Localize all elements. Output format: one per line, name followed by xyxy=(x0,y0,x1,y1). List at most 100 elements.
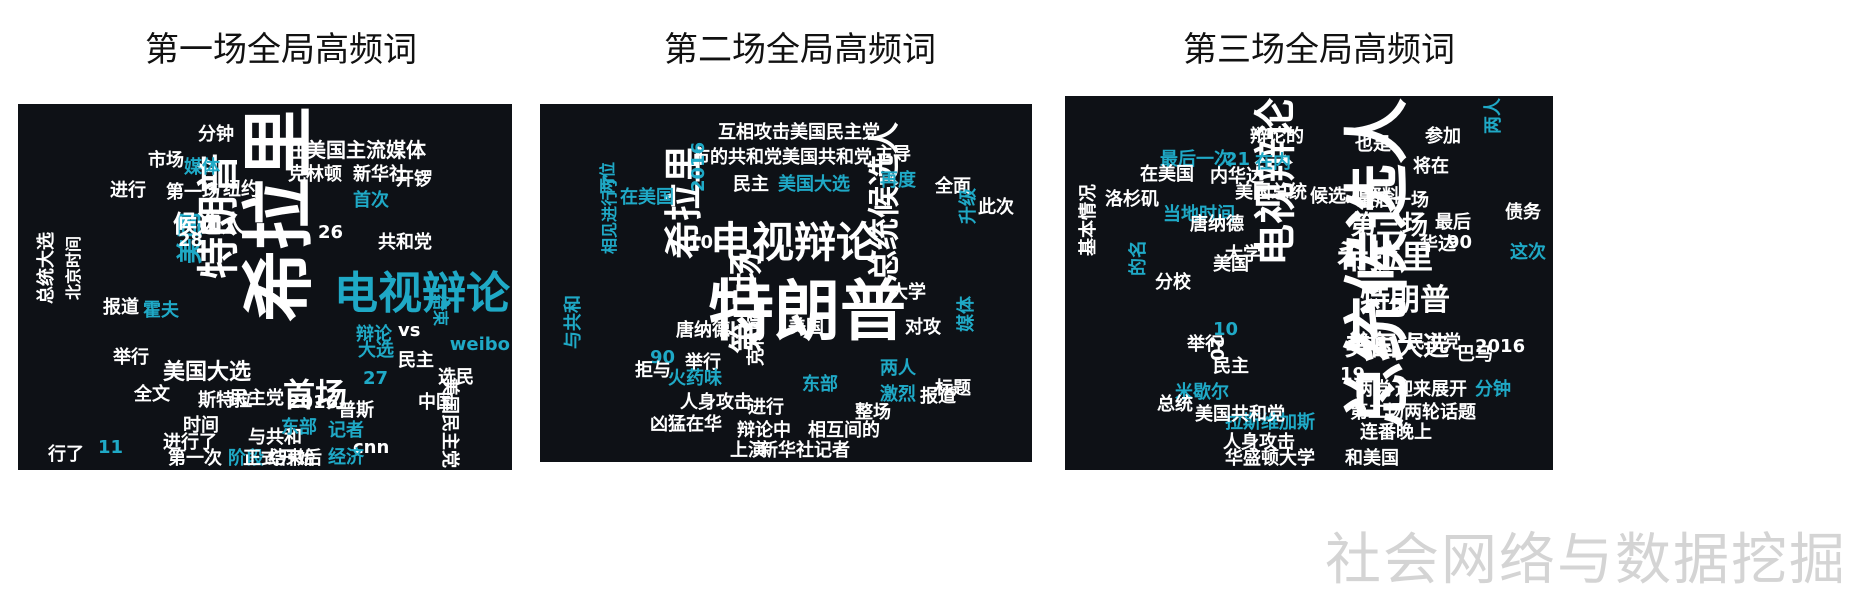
cloud-word: 首次 xyxy=(353,190,389,211)
cloud-word: 两人 xyxy=(1483,98,1504,134)
cloud-word: 市的共和党美国共和党 xyxy=(692,147,872,168)
cloud-word: 东部 xyxy=(802,374,838,395)
cloud-word: 2016 xyxy=(1475,336,1526,357)
cloud-word: 举行 xyxy=(685,352,721,373)
cloud-word: 电视辩论 xyxy=(710,218,879,267)
cloud-word: 2016 xyxy=(288,392,339,413)
cloud-word: 在美国 xyxy=(620,187,674,208)
cloud-word: 美国 xyxy=(1213,254,1249,275)
cloud-word: 全面 xyxy=(935,176,971,197)
cloud-word: 整场 xyxy=(855,402,891,423)
cloud-word: 纽约 xyxy=(223,179,259,200)
cloud-word: 电视辩论 xyxy=(334,268,510,319)
cloud-word: 共和党 xyxy=(378,232,432,253)
cloud-word: 分钟 xyxy=(198,124,234,145)
cloud-word: 希拉里 xyxy=(1337,238,1434,276)
title-1: 第一场全局高频词 xyxy=(145,30,417,70)
cloud-word: 霍夫 xyxy=(143,300,179,321)
cloud-word: 最后一场 xyxy=(1357,190,1429,211)
cloud-word: 标题 xyxy=(935,378,971,399)
cloud-word: 迎来展开 xyxy=(1395,379,1467,400)
cloud-word: 第一场 xyxy=(166,182,220,203)
cloud-word: 火药味 xyxy=(668,368,722,389)
cloud-word: 第二场两轮话题 xyxy=(1350,402,1476,423)
cloud-word: 美国总统 xyxy=(1235,182,1307,203)
cloud-word: 与共和 xyxy=(248,427,302,448)
cloud-word: 克林顿 xyxy=(746,312,767,366)
cloud-word: 参加 xyxy=(1425,126,1461,147)
cloud-word: 阶段 xyxy=(228,448,264,469)
word-cloud-panel-2: 特朗普 电视辩论 希拉里 总统候选人 第二场 互相攻击美国民主党 市的共和党美国共和党 主导民… xyxy=(540,104,1032,462)
cloud-word: 连番晚上 xyxy=(1360,422,1432,443)
cloud-word: 债务 xyxy=(1505,202,1541,223)
cloud-word: 在美国主流媒体 xyxy=(286,138,426,162)
cloud-word: 进行 xyxy=(748,397,784,418)
cloud-word: 举行 xyxy=(1187,334,1223,355)
cloud-word: 民主 xyxy=(398,350,434,371)
cloud-word: 相互间的 xyxy=(808,420,880,441)
cloud-word: 报道 xyxy=(103,297,139,318)
cloud-word: 大学 xyxy=(1225,244,1261,265)
word-cloud-panel-3: 总统候选人 电视辩论 特朗普 希拉里 第三场 美国大选 辩论的 也是 最后一次 21 在内 候选人资料… xyxy=(1065,96,1553,470)
cloud-word: 当地时间 xyxy=(1163,204,1235,225)
word-cloud-2: 特朗普 电视辩论 希拉里 总统候选人 第二场 互相攻击美国民主党 市的共和党美国共和党 主导民… xyxy=(540,104,1032,462)
cloud-word: 这次 xyxy=(1510,242,1546,263)
cloud-word: 也是 xyxy=(1355,134,1391,155)
cloud-word: 激烈 xyxy=(880,384,916,405)
cloud-word: 斯特拉 xyxy=(198,390,252,411)
cloud-word: 市场 xyxy=(148,150,184,171)
watermark: 社会网络与数据挖掘 xyxy=(1325,528,1847,593)
cloud-word: 民主党 xyxy=(230,388,284,409)
cloud-word: 首场 xyxy=(283,376,348,414)
cloud-word: 巴马 xyxy=(1457,344,1493,365)
cloud-word: 进行了 xyxy=(163,432,217,453)
cloud-word: 最后 xyxy=(1435,212,1471,233)
cloud-word: vs xyxy=(398,320,421,341)
cloud-word: 上演 xyxy=(730,440,766,461)
cloud-word: 结束后 xyxy=(268,448,322,469)
cloud-word: 民主 xyxy=(1213,356,1249,377)
cloud-word: 内华达 xyxy=(1210,166,1264,187)
cloud-word: 总统 xyxy=(1157,394,1193,415)
cloud-word: 两人 xyxy=(880,358,916,379)
cloud-word: 正式开始 xyxy=(243,448,315,469)
cloud-word: 记者 xyxy=(328,420,364,441)
cloud-word: 拒与 xyxy=(635,360,671,381)
cloud-word: 辩论 xyxy=(1350,331,1386,352)
cloud-word: 新华社记者 xyxy=(760,440,850,461)
cloud-word: 最后一次 xyxy=(1160,149,1232,170)
cloud-word: 和美国 xyxy=(1345,448,1399,469)
cloud-word: 全文 xyxy=(134,384,170,405)
cloud-word: 11 xyxy=(98,437,124,458)
cloud-word: 28 xyxy=(178,230,204,251)
cloud-word: cnn xyxy=(353,437,390,458)
cloud-word: 人身攻击 xyxy=(680,392,752,413)
cloud-word: 美国 xyxy=(788,317,824,338)
cloud-word: 拉斯维加斯 xyxy=(1225,412,1315,433)
cloud-word: 特朗普 xyxy=(1360,283,1450,318)
cloud-word: 报道 xyxy=(920,386,956,407)
cloud-word: 东部 xyxy=(281,417,317,438)
cloud-word: 媒体 xyxy=(956,296,977,332)
cloud-word: 互相攻击美国民主党 xyxy=(718,122,880,143)
cloud-word: 中国 xyxy=(418,392,454,413)
cloud-word: 候选人 xyxy=(173,210,245,238)
cloud-word: 美国共和党 xyxy=(1195,404,1285,425)
cloud-word: 民主党 xyxy=(1407,332,1461,353)
cloud-word: 唐纳德 xyxy=(676,320,730,341)
cloud-word: 分校 xyxy=(1155,272,1191,293)
word-cloud-3: 总统候选人 电视辩论 特朗普 希拉里 第三场 美国大选 辩论的 也是 最后一次 21 在内 候选人资料… xyxy=(1065,96,1553,470)
cloud-word: 米歇尔 xyxy=(1175,382,1229,403)
title-3: 第三场全局高频词 xyxy=(1183,30,1455,70)
cloud-word: 基本情况 xyxy=(1078,184,1099,256)
cloud-word: 人身攻击 xyxy=(1223,432,1295,453)
cloud-word: 第一次 xyxy=(168,448,222,469)
cloud-word: 辩论的 xyxy=(1250,126,1304,147)
cloud-word: 辩论中 xyxy=(737,420,791,441)
cloud-word: 媒体 xyxy=(184,157,220,178)
cloud-word: 再度 xyxy=(880,170,916,191)
cloud-word: 90 xyxy=(650,347,676,368)
cloud-word: 行了 xyxy=(48,444,84,465)
cloud-word: 对攻 xyxy=(905,317,941,338)
cloud-word: weibo xyxy=(449,334,510,355)
